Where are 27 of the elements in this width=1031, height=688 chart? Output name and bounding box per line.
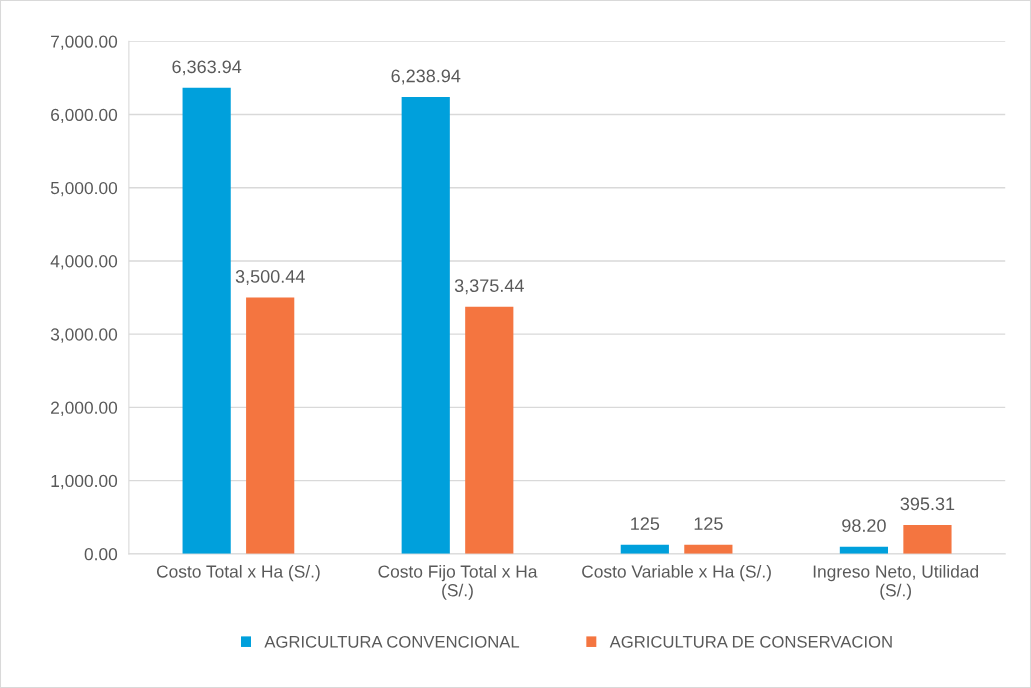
- bar: [182, 87, 231, 554]
- y-tick-label: 3,000.00: [50, 328, 118, 343]
- data-label: 3,500.44: [235, 270, 305, 285]
- y-tick-label: 1,000.00: [51, 474, 118, 490]
- data-label: 98.20: [842, 519, 886, 532]
- y-tick-label: 6,000.00: [51, 108, 118, 124]
- data-label: 3,375.44: [454, 279, 524, 295]
- x-tick-label: Ingreso Neto, Utilidad (S/.): [813, 564, 979, 600]
- y-tick-label: 7,000.00: [51, 35, 118, 50]
- data-label: 395.31: [900, 497, 955, 511]
- bar: [246, 297, 295, 554]
- data-label: 125: [694, 517, 723, 531]
- legend-label: AGRICULTURA DE CONSERVACION: [609, 635, 892, 648]
- legend-label: AGRICULTURA CONVENCIONAL: [264, 635, 520, 648]
- bar: [465, 306, 514, 554]
- x-tick-label: Costo Fijo Total x Ha (S/.): [378, 564, 538, 600]
- y-tick-label: 4,000.00: [50, 255, 118, 270]
- x-tick-label: Costo Total x Ha (S/.): [156, 564, 320, 582]
- x-tick-label: Costo Variable x Ha (S/.): [582, 564, 771, 582]
- data-label: 125: [631, 517, 660, 531]
- bar: [401, 97, 450, 554]
- y-tick-label: 2,000.00: [51, 401, 118, 416]
- data-label: 6,238.94: [391, 69, 461, 85]
- bar: [903, 524, 952, 554]
- data-label: 6,363.94: [172, 60, 242, 76]
- y-tick-label: 0.00: [84, 548, 118, 561]
- y-tick-label: 5,000.00: [50, 181, 118, 197]
